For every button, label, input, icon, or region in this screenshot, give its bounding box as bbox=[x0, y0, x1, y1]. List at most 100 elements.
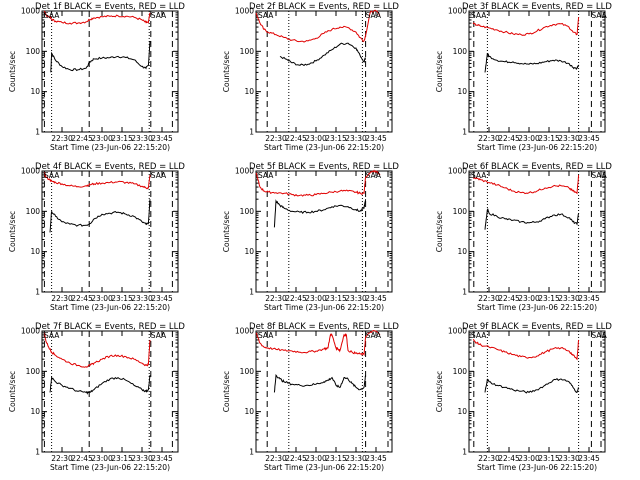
lld-rate-line bbox=[472, 339, 580, 361]
y-tick-label: 1000 bbox=[21, 167, 40, 176]
x-tick-label: 23:00 bbox=[91, 294, 113, 303]
plot-frame bbox=[255, 330, 393, 453]
saa-marker: SAA bbox=[366, 171, 382, 180]
lld-rate-line bbox=[472, 17, 580, 36]
lld-rate-line bbox=[255, 169, 381, 197]
x-tick-label: 22:45 bbox=[498, 294, 520, 303]
lld-rate-line bbox=[255, 330, 381, 357]
y-tick-label: 10 bbox=[244, 407, 254, 416]
y-tick-label: 10 bbox=[457, 87, 467, 96]
x-tick-label: 23:30 bbox=[345, 294, 367, 303]
y-axis-label: Counts/sec bbox=[435, 371, 444, 412]
x-tick-label: 22:30 bbox=[265, 134, 287, 143]
y-tick-label: 10 bbox=[457, 407, 467, 416]
saa-marker: SAA bbox=[258, 11, 274, 20]
x-tick-label: 23:15 bbox=[111, 454, 133, 463]
lld-rate-line bbox=[44, 171, 151, 190]
y-tick-label: 1000 bbox=[235, 327, 254, 336]
x-axis-label: Start Time (23-Jun-06 22:15:20) bbox=[50, 303, 170, 312]
y-tick-label: 1000 bbox=[448, 327, 467, 336]
events-rate-line bbox=[273, 373, 367, 393]
saa-marker: SAA bbox=[258, 331, 274, 340]
x-tick-label: 23:00 bbox=[518, 294, 540, 303]
x-tick-label: 22:30 bbox=[478, 294, 500, 303]
y-tick-label: 100 bbox=[240, 47, 255, 56]
y-tick-label: 1000 bbox=[21, 7, 40, 16]
x-tick-label: 23:30 bbox=[131, 134, 153, 143]
x-tick-label: 22:45 bbox=[498, 134, 520, 143]
y-tick-label: 1000 bbox=[21, 327, 40, 336]
saa-marker: SAA bbox=[591, 331, 607, 340]
y-tick-label: 1 bbox=[249, 128, 254, 137]
panel-det-7: Det 7f BLACK = Events, RED = LLD 1 10 100 10… bbox=[8, 322, 185, 472]
y-axis-label: Counts/sec bbox=[8, 371, 17, 412]
x-tick-label: 23:45 bbox=[365, 134, 387, 143]
y-tick-label: 100 bbox=[26, 367, 41, 376]
events-rate-line bbox=[273, 199, 367, 228]
y-tick-label: 100 bbox=[453, 207, 468, 216]
events-rate-line bbox=[49, 375, 151, 395]
x-axis-label: Start Time (23-Jun-06 22:15:20) bbox=[477, 143, 597, 152]
y-tick-label: 100 bbox=[453, 367, 468, 376]
y-tick-label: 1 bbox=[35, 128, 40, 137]
panel-title: Det 7f BLACK = Events, RED = LLD bbox=[35, 322, 185, 332]
x-tick-label: 23:45 bbox=[365, 294, 387, 303]
y-tick-label: 100 bbox=[240, 207, 255, 216]
panel-det-4: Det 4f BLACK = Events, RED = LLD 1 10 100 10… bbox=[8, 162, 185, 312]
panel-title: Det 2f BLACK = Events, RED = LLD bbox=[249, 2, 399, 12]
panel-title: Det 6f BLACK = Events, RED = LLD bbox=[462, 162, 612, 172]
lld-rate-line bbox=[43, 10, 151, 25]
x-tick-label: 22:45 bbox=[285, 454, 307, 463]
x-tick-label: 23:00 bbox=[305, 134, 327, 143]
y-axis-label: Counts/sec bbox=[435, 211, 444, 252]
y-tick-label: 1000 bbox=[235, 7, 254, 16]
y-axis-label: Counts/sec bbox=[222, 211, 231, 252]
lld-rate-line bbox=[43, 332, 151, 368]
plot-frame bbox=[41, 10, 179, 133]
x-tick-label: 23:30 bbox=[131, 294, 153, 303]
x-tick-label: 22:45 bbox=[498, 454, 520, 463]
x-tick-label: 23:30 bbox=[131, 454, 153, 463]
plot-frame bbox=[41, 330, 179, 453]
x-tick-label: 22:45 bbox=[71, 294, 93, 303]
panel-det-5: Det 5f BLACK = Events, RED = LLD 1 10 100 10… bbox=[222, 162, 399, 312]
panel-title: Det 5f BLACK = Events, RED = LLD bbox=[249, 162, 399, 172]
x-tick-label: 23:00 bbox=[305, 454, 327, 463]
x-tick-label: 22:45 bbox=[285, 134, 307, 143]
y-tick-label: 10 bbox=[244, 87, 254, 96]
x-tick-label: 22:45 bbox=[71, 134, 93, 143]
events-rate-line bbox=[484, 378, 579, 394]
y-tick-label: 1000 bbox=[448, 7, 467, 16]
plot-frame bbox=[41, 170, 179, 293]
panel-det-2: Det 2f BLACK = Events, RED = LLD 1 10 100 10… bbox=[222, 2, 399, 152]
x-tick-label: 23:00 bbox=[305, 294, 327, 303]
x-tick-label: 23:30 bbox=[345, 454, 367, 463]
y-tick-label: 10 bbox=[30, 407, 40, 416]
x-axis-label: Start Time (23-Jun-06 22:15:20) bbox=[50, 143, 170, 152]
panel-title: Det 9f BLACK = Events, RED = LLD bbox=[462, 322, 612, 332]
x-tick-label: 23:15 bbox=[325, 454, 347, 463]
y-tick-label: 10 bbox=[244, 247, 254, 256]
x-tick-label: 22:45 bbox=[71, 454, 93, 463]
saa-marker: SAA bbox=[258, 171, 274, 180]
x-tick-label: 22:30 bbox=[51, 134, 73, 143]
panel-title: Det 8f BLACK = Events, RED = LLD bbox=[249, 322, 399, 332]
events-rate-line bbox=[279, 42, 367, 67]
x-tick-label: 22:45 bbox=[285, 294, 307, 303]
events-rate-line bbox=[50, 40, 151, 73]
plot-frame bbox=[468, 170, 606, 293]
x-tick-label: 23:00 bbox=[91, 454, 113, 463]
x-tick-label: 23:15 bbox=[538, 294, 560, 303]
panel-det-1: Det 1f BLACK = Events, RED = LLD 1 10 100 10… bbox=[8, 2, 185, 152]
x-axis-label: Start Time (23-Jun-06 22:15:20) bbox=[264, 143, 384, 152]
saa-marker: SAA bbox=[471, 171, 487, 180]
x-tick-label: 23:00 bbox=[91, 134, 113, 143]
panel-det-9: Det 9f BLACK = Events, RED = LLD 1 10 100 10… bbox=[435, 322, 612, 472]
x-axis-label: Start Time (23-Jun-06 22:15:20) bbox=[477, 463, 597, 472]
x-tick-label: 22:30 bbox=[51, 454, 73, 463]
x-tick-label: 23:30 bbox=[345, 134, 367, 143]
x-tick-label: 22:30 bbox=[265, 454, 287, 463]
saa-marker: SAA bbox=[151, 331, 167, 340]
y-axis-label: Counts/sec bbox=[222, 51, 231, 92]
